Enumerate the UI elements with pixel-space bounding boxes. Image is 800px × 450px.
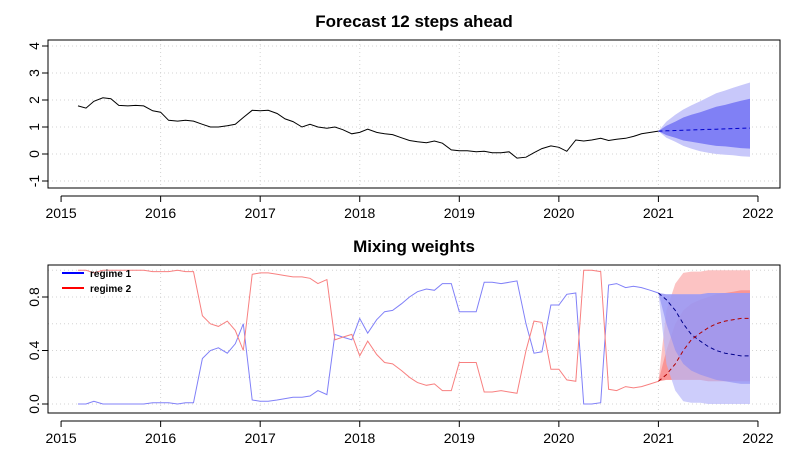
mixing-weights-title: Mixing weights (353, 237, 475, 256)
mixing-x-axis: 2015 2016 2017 2018 2019 2020 2021 2022 (45, 420, 774, 446)
forecast-y-tick-label-2: 2 (26, 96, 42, 104)
regime-2-line (78, 269, 659, 394)
mixing-y-tick-label-0.0: 0.0 (26, 394, 42, 414)
mixing-y-tick-label-0.8: 0.8 (26, 287, 42, 307)
mixing-x-tick-label-2016: 2016 (145, 430, 176, 446)
forecast-x-tick-label-2018: 2018 (344, 205, 375, 221)
forecast-panel: Forecast 12 steps ahead 2015 2016 2017 2018… (26, 12, 781, 221)
forecast-mean-line (658, 127, 751, 132)
mixing-x-tick-label-2018: 2018 (344, 430, 375, 446)
mixing-x-tick-label-2020: 2020 (543, 430, 574, 446)
forecast-plot-frame (47, 39, 781, 189)
mixing-x-tick-label-2017: 2017 (245, 430, 276, 446)
mixing-x-tick-label-2021: 2021 (643, 430, 674, 446)
forecast-lines (77, 97, 751, 159)
legend-label-regime-1: regime 1 (90, 269, 132, 280)
legend-label-regime-2: regime 2 (90, 284, 132, 295)
forecast-grid (48, 40, 780, 188)
forecast-x-tick-label-2019: 2019 (444, 205, 475, 221)
forecast-title: Forecast 12 steps ahead (315, 12, 512, 31)
observed-series-line (77, 97, 659, 159)
forecast-x-tick-label-2020: 2020 (543, 205, 574, 221)
regime-2-forecast-line (658, 317, 750, 382)
mixing-grid (48, 265, 780, 413)
forecast-y-axis: -1 0 1 2 3 4 (26, 42, 49, 188)
mixing-y-axis: 0.0 0.4 0.8 (26, 287, 49, 414)
mixing-lines (78, 269, 750, 405)
mixing-weights-panel: Mixing weights 2015 2016 2017 2018 2019 2020 2… (26, 237, 781, 446)
forecast-y-tick-label-3: 3 (26, 69, 42, 77)
mixing-x-tick-label-2015: 2015 (45, 430, 76, 446)
forecast-inner-band (658, 98, 750, 149)
forecast-x-tick-label-2016: 2016 (145, 205, 176, 221)
forecast-y-tick-label--1: -1 (26, 175, 42, 188)
mixing-legend: regime 1 regime 2 (62, 269, 132, 295)
regime-1-line (78, 280, 659, 405)
forecast-x-tick-label-2022: 2022 (742, 205, 773, 221)
mixing-bands (658, 270, 750, 404)
forecast-x-tick-label-2021: 2021 (643, 205, 674, 221)
forecast-x-axis: 2015 2016 2017 2018 2019 2020 2021 2022 (45, 195, 774, 221)
forecast-bands (658, 82, 750, 157)
mixing-x-tick-label-2022: 2022 (742, 430, 773, 446)
mixing-x-tick-label-2019: 2019 (444, 430, 475, 446)
regime-1-inner-band (658, 293, 750, 384)
forecast-x-tick-label-2017: 2017 (245, 205, 276, 221)
regime-1-forecast-line (658, 292, 750, 357)
forecast-y-tick-label-1: 1 (26, 123, 42, 131)
mixing-y-tick-label-0.4: 0.4 (26, 341, 42, 361)
forecast-y-tick-label-0: 0 (26, 150, 42, 158)
forecast-y-tick-label-4: 4 (26, 42, 42, 50)
forecast-x-tick-label-2015: 2015 (45, 205, 76, 221)
